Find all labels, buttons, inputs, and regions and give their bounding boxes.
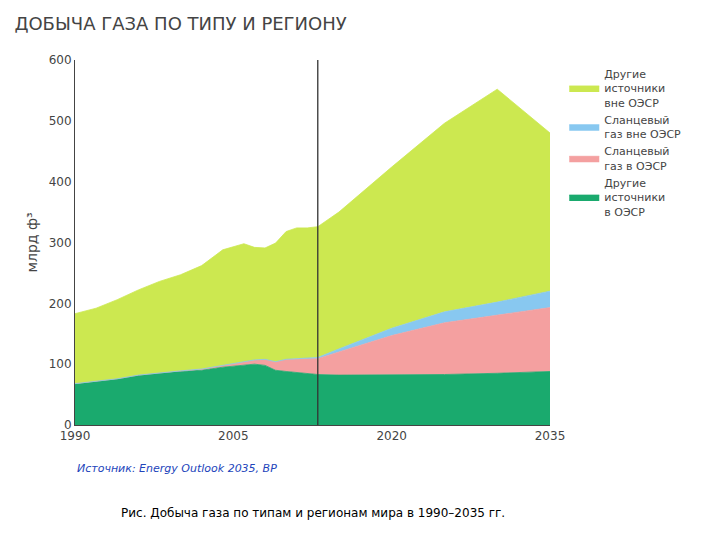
svg-text:0: 0 (64, 418, 72, 432)
svg-text:600: 600 (49, 53, 72, 67)
svg-text:2035: 2035 (535, 429, 566, 443)
svg-text:млрд ф³: млрд ф³ (24, 212, 40, 272)
svg-text:100: 100 (49, 357, 72, 371)
svg-text:2020: 2020 (376, 429, 407, 443)
svg-text:200: 200 (49, 297, 72, 311)
svg-text:500: 500 (49, 114, 72, 128)
svg-text:2005: 2005 (218, 429, 249, 443)
svg-text:400: 400 (49, 175, 72, 189)
svg-text:Другиеисточникив ОЭСР: Другиеисточникив ОЭСР (604, 177, 665, 219)
svg-text:Сланцевыйгаз в ОЭСР: Сланцевыйгаз в ОЭСР (604, 145, 669, 172)
svg-text:Сланцевыйгаз вне ОЭСР: Сланцевыйгаз вне ОЭСР (604, 114, 681, 141)
svg-text:ДОБЫЧА ГАЗА ПО ТИПУ И РЕГИОНУ: ДОБЫЧА ГАЗА ПО ТИПУ И РЕГИОНУ (14, 13, 346, 34)
svg-text:1990: 1990 (60, 429, 91, 443)
svg-text:300: 300 (49, 236, 72, 250)
svg-text:Рис. Добыча газа по типам и ре: Рис. Добыча газа по типам и регионам мир… (121, 506, 505, 520)
svg-text:Другиеисточникивне ОЭСР: Другиеисточникивне ОЭСР (604, 68, 665, 110)
svg-text:Источник: Energy Outlook 2035,: Источник: Energy Outlook 2035, BP (77, 462, 277, 475)
